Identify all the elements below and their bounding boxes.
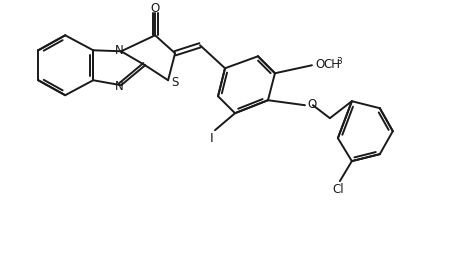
Text: 3: 3 [335, 57, 341, 66]
Text: O: O [306, 98, 316, 111]
Text: CH: CH [322, 58, 339, 71]
Text: O: O [314, 58, 324, 71]
Text: N: N [115, 44, 123, 57]
Text: Cl: Cl [331, 183, 343, 196]
Text: N: N [115, 80, 123, 93]
Text: S: S [171, 76, 178, 89]
Text: O: O [150, 2, 159, 15]
Text: I: I [210, 132, 213, 145]
